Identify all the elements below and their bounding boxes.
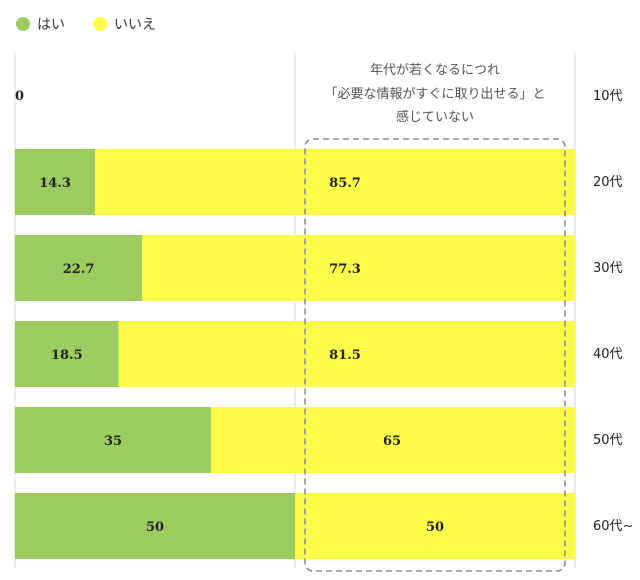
bar-no	[295, 493, 575, 559]
data-label-yes: 35	[104, 434, 122, 449]
annotation-line-1: 年代が若くなるにつれ	[370, 62, 500, 78]
legend-swatch-yes	[16, 17, 30, 31]
legend-label-yes: はい	[37, 17, 65, 33]
bar-yes	[15, 149, 96, 215]
bar-yes	[15, 493, 295, 559]
data-label-no: 50	[426, 520, 444, 535]
legend: はい いいえ	[16, 17, 156, 33]
bar-no	[118, 321, 575, 387]
data-label-yes: 50	[146, 520, 164, 535]
data-label-no: 85.7	[329, 176, 361, 191]
annotation-line-3: 感じていない	[396, 109, 474, 125]
category-label: 10代	[593, 89, 623, 104]
category-label: 30代	[593, 261, 623, 276]
category-label: 20代	[593, 175, 623, 190]
category-label: 60代~	[593, 519, 633, 534]
gridlines	[14, 52, 576, 568]
bar-yes	[15, 321, 119, 387]
legend-label-no: いいえ	[114, 17, 156, 33]
category-label: 50代	[593, 433, 623, 448]
data-label-yes: 22.7	[63, 262, 95, 277]
highlight-box	[304, 138, 566, 572]
data-label-no: 65	[383, 434, 401, 449]
data-label-yes: 14.3	[39, 176, 71, 191]
annotation: 年代が若くなるにつれ 「必要な情報がすぐに取り出せる」と 感じていない	[324, 62, 545, 125]
bar-no	[211, 407, 575, 473]
category-label: 40代	[593, 347, 623, 362]
data-label-no: 81.5	[329, 348, 361, 363]
legend-swatch-no	[93, 17, 107, 31]
bars	[15, 149, 575, 559]
bar-no	[142, 235, 575, 301]
bar-no	[95, 149, 575, 215]
bar-yes	[15, 407, 211, 473]
annotation-line-2: 「必要な情報がすぐに取り出せる」と	[324, 87, 545, 102]
data-label-no: 77.3	[329, 262, 361, 277]
category-labels: 10代 20代 30代 40代 50代 60代~	[593, 89, 633, 534]
data-label-yes: 18.5	[51, 348, 83, 363]
bar-yes	[15, 235, 143, 301]
data-label-yes: 0	[15, 89, 24, 104]
value-labels: 0 14.3 85.7 22.7 77.3 18.5 81.5 35 65 50 50	[15, 89, 444, 535]
